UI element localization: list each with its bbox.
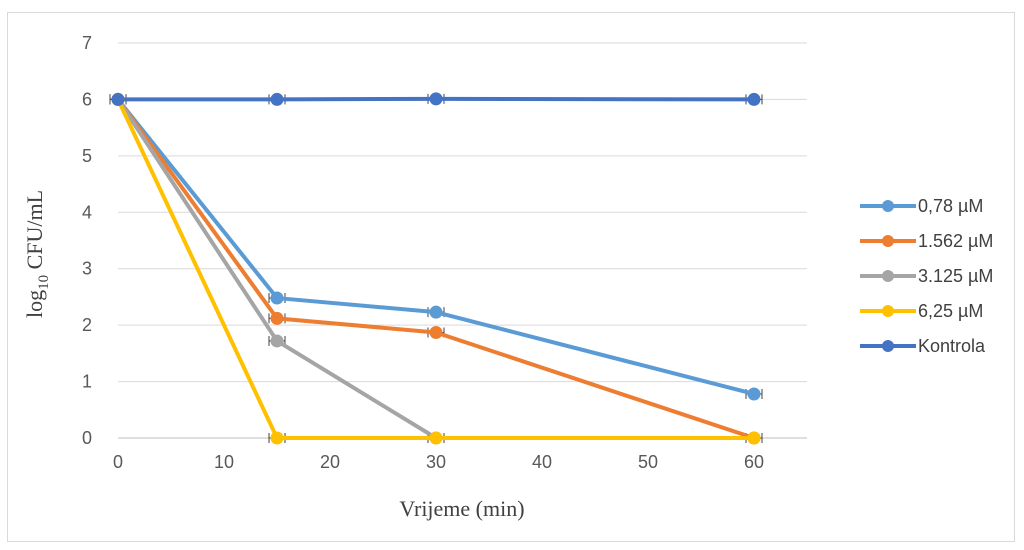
x-tick-label: 30 [426, 452, 446, 472]
legend-label: 3.125 µM [918, 266, 993, 286]
y-tick-label: 1 [82, 372, 92, 392]
data-point [747, 431, 761, 445]
data-point [429, 305, 443, 319]
x-tick-label: 40 [532, 452, 552, 472]
legend: 0,78 µM 1.562 µM 3.125 µM 6,25 µM Kontrola [860, 196, 993, 356]
x-tick-label: 20 [320, 452, 340, 472]
y-tick-label: 2 [82, 315, 92, 335]
x-tick-label: 50 [638, 452, 658, 472]
y-tick-label: 0 [82, 428, 92, 448]
legend-label: 1.562 µM [918, 231, 993, 251]
legend-item: 6,25 µM [860, 301, 983, 321]
legend-swatch-marker [882, 270, 894, 282]
legend-swatch-marker [882, 340, 894, 352]
x-tick-label: 0 [113, 452, 123, 472]
y-tick-label: 7 [82, 33, 92, 53]
tick-labels: 0 1 2 3 4 5 6 7 0 10 20 30 40 50 60 [82, 33, 764, 472]
legend-item: 1.562 µM [860, 231, 993, 251]
series-points [111, 92, 761, 445]
legend-swatch-marker [882, 235, 894, 247]
y-axis-title-rest: CFU/mL [22, 190, 47, 275]
data-point [270, 334, 284, 348]
series-line-3 [116, 98, 754, 440]
data-point [111, 92, 125, 106]
data-point [270, 291, 284, 305]
data-point [429, 325, 443, 339]
data-point [429, 92, 443, 106]
y-tick-label: 3 [82, 259, 92, 279]
legend-swatch-marker [882, 305, 894, 317]
chart-frame: 0 1 2 3 4 5 6 7 0 10 20 30 40 50 60 Vrijeme (min) log1… [7, 12, 1015, 542]
legend-item: 3.125 µM [860, 266, 993, 286]
y-tick-label: 4 [82, 202, 92, 222]
x-tick-label: 60 [744, 452, 764, 472]
data-point [747, 92, 761, 106]
data-point [747, 387, 761, 401]
data-point [270, 311, 284, 325]
series-line-4 [118, 96, 755, 102]
y-tick-label: 5 [82, 146, 92, 166]
data-point [270, 431, 284, 445]
legend-label: Kontrola [918, 336, 986, 356]
y-tick-label: 6 [82, 89, 92, 109]
data-point [270, 92, 284, 106]
legend-swatch-marker [882, 200, 894, 212]
legend-item: Kontrola [860, 336, 986, 356]
legend-label: 0,78 µM [918, 196, 983, 216]
y-axis-title: log10 CFU/mL [22, 190, 52, 318]
series-line-0 [116, 98, 755, 396]
data-point [429, 431, 443, 445]
x-axis-title: Vrijeme (min) [399, 496, 524, 521]
series-line-1 [116, 98, 755, 440]
series-lines [116, 96, 755, 440]
y-axis-title-main: log [22, 290, 47, 318]
legend-item: 0,78 µM [860, 196, 983, 216]
y-axis-title-subscript: 10 [36, 275, 52, 290]
legend-label: 6,25 µM [918, 301, 983, 321]
x-tick-label: 10 [214, 452, 234, 472]
